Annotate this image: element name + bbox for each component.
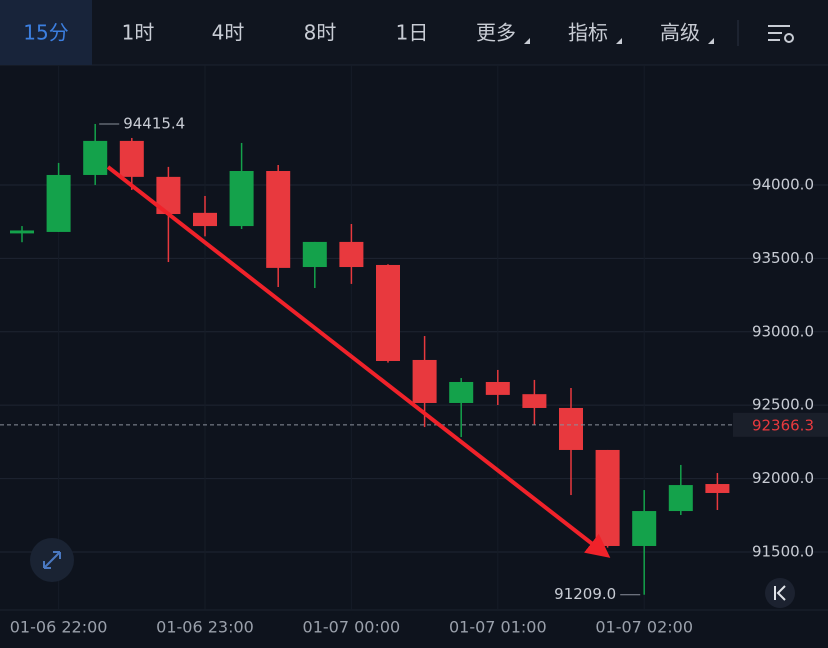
candle-body bbox=[10, 230, 34, 234]
candle-body bbox=[668, 485, 693, 512]
x-tick-label: 01-07 01:00 bbox=[449, 618, 547, 637]
candle-body bbox=[559, 407, 583, 450]
candle-body bbox=[376, 264, 400, 361]
candle-body bbox=[522, 394, 547, 408]
active-tab-bg bbox=[0, 0, 92, 65]
y-tick-label: 92000.0 bbox=[752, 469, 814, 487]
menu[interactable]: 指标 bbox=[568, 21, 608, 45]
y-tick-label: 91500.0 bbox=[752, 543, 814, 561]
tab[interactable]: 4时 bbox=[212, 21, 245, 45]
candle-body bbox=[193, 212, 217, 227]
x-tick-label: 01-06 22:00 bbox=[10, 618, 108, 637]
candle-body bbox=[119, 140, 144, 177]
scroll-latest-button[interactable] bbox=[765, 578, 795, 608]
tab[interactable]: 15分 bbox=[23, 21, 68, 45]
toolbar bbox=[0, 0, 828, 65]
x-tick-label: 01-06 23:00 bbox=[156, 618, 254, 637]
menu-caret bbox=[524, 38, 530, 44]
candle-body bbox=[46, 174, 71, 232]
y-tick-label: 92500.0 bbox=[752, 396, 814, 414]
x-tick-label: 01-07 00:00 bbox=[303, 618, 401, 637]
annotation: 91209.0 bbox=[554, 585, 616, 603]
settings-icon[interactable] bbox=[768, 25, 794, 43]
expand-button[interactable] bbox=[30, 538, 74, 582]
candle-body bbox=[485, 381, 510, 395]
y-tick-label: 93500.0 bbox=[752, 249, 814, 267]
menu[interactable]: 更多 bbox=[476, 21, 516, 45]
trend-arrow bbox=[106, 165, 611, 558]
y-tick-label: 93000.0 bbox=[752, 322, 814, 340]
menu-caret bbox=[708, 38, 714, 44]
candle-body bbox=[705, 484, 730, 493]
menu[interactable]: 高级 bbox=[660, 21, 700, 45]
candle-body bbox=[83, 140, 108, 175]
candle-body bbox=[302, 241, 327, 268]
tab[interactable]: 8时 bbox=[304, 21, 337, 45]
tab[interactable]: 1时 bbox=[122, 21, 155, 45]
y-tick-label: 94000.0 bbox=[752, 175, 814, 193]
current-price-label: 92366.3 bbox=[752, 416, 814, 434]
x-tick-label: 01-07 02:00 bbox=[595, 618, 693, 637]
price-tag bbox=[733, 412, 828, 437]
menu-caret bbox=[616, 38, 622, 44]
tab[interactable]: 1日 bbox=[396, 21, 429, 45]
candle-body bbox=[339, 241, 364, 268]
candle-body bbox=[229, 171, 254, 227]
candle-body bbox=[266, 171, 291, 268]
annotation: 94415.4 bbox=[123, 114, 185, 132]
candle-body bbox=[412, 359, 437, 403]
candle-body bbox=[632, 511, 657, 546]
candle-body bbox=[595, 449, 620, 546]
candle-body bbox=[449, 381, 474, 403]
